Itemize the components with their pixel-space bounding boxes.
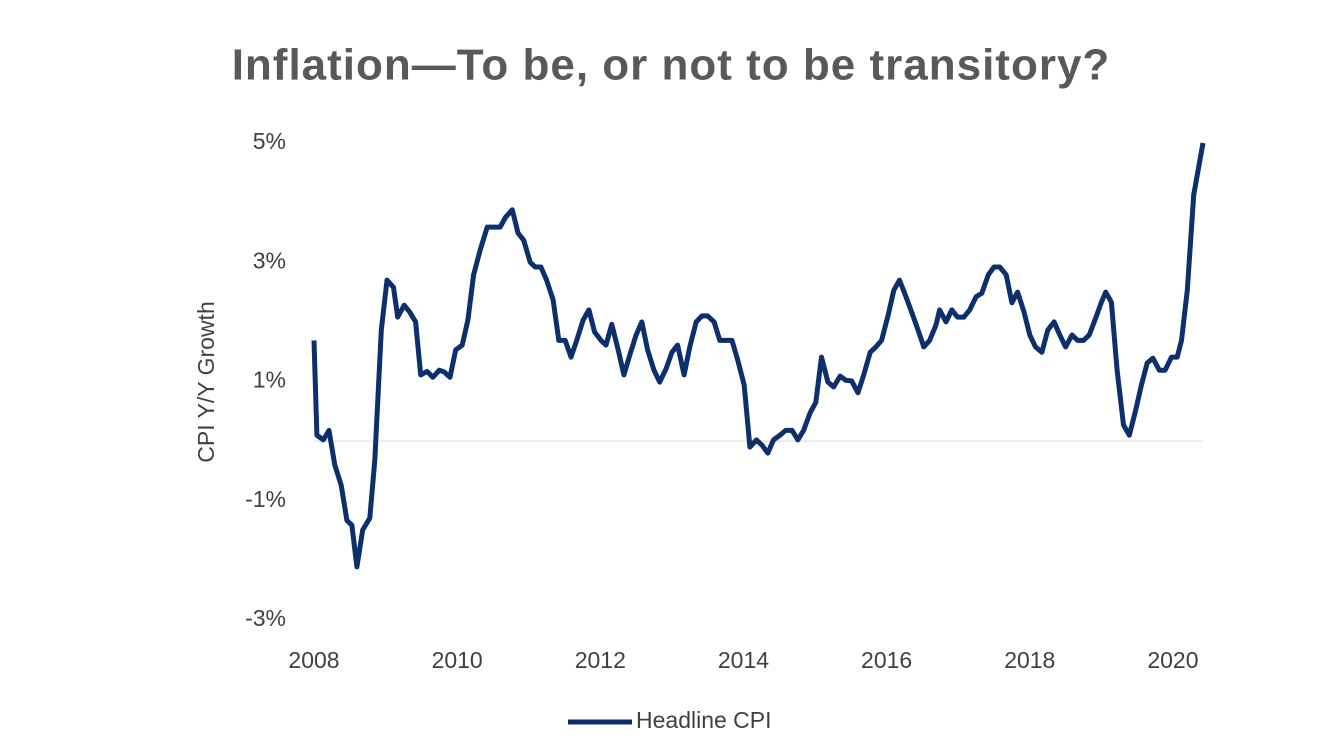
x-tick-label: 2008: [288, 647, 339, 673]
x-tick-label: 2016: [861, 647, 912, 673]
y-tick-label: 5%: [253, 128, 286, 154]
line-series: [311, 142, 1206, 570]
chart-title: Inflation—To be, or not to be transitory…: [232, 41, 1111, 90]
y-axis-label: CPI Y/Y Growth: [193, 301, 219, 463]
x-tick-label: 2010: [432, 647, 483, 673]
x-tick-label: 2012: [575, 647, 626, 673]
y-tick-label: 3%: [253, 247, 286, 273]
x-tick-label: 2018: [1004, 647, 1055, 673]
x-tick-label: 2014: [718, 647, 769, 673]
y-tick-label: -1%: [245, 486, 286, 512]
x-tick-label: 2020: [1147, 647, 1198, 673]
legend-label: Headline CPI: [636, 707, 772, 733]
y-tick-label: -3%: [245, 605, 286, 631]
y-tick-label: 1%: [253, 367, 286, 393]
